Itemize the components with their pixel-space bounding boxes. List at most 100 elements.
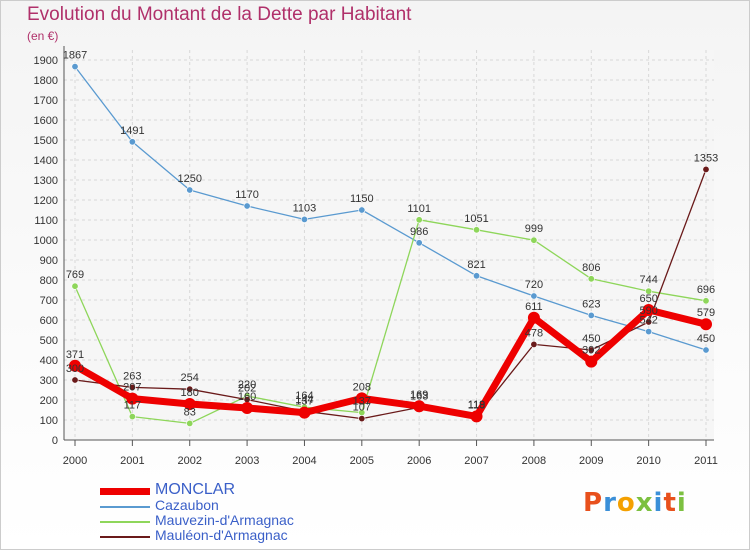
y-tick-label: 1400 bbox=[34, 155, 58, 167]
data-label-mauvezin-d-armagnac: 769 bbox=[66, 269, 84, 281]
data-label-mauleon-d-armagnac: 450 bbox=[582, 333, 600, 345]
data-label-monclar: 118 bbox=[468, 399, 486, 411]
data-label-monclar: 160 bbox=[238, 391, 256, 403]
series-line-monclar bbox=[71, 306, 710, 420]
logo-letter: i bbox=[676, 488, 687, 518]
data-label-cazaubon: 720 bbox=[525, 279, 543, 291]
data-point-mauvezin-d-armagnac bbox=[530, 236, 538, 244]
data-point-monclar bbox=[355, 392, 368, 405]
data-label-mauvezin-d-armagnac: 117 bbox=[124, 400, 142, 412]
legend-label-mauleon: Mauléon-d'Armagnac bbox=[155, 527, 288, 543]
data-point-monclar bbox=[298, 406, 311, 419]
y-tick-label: 700 bbox=[40, 295, 58, 307]
proxiti-logo[interactable]: Proxiti bbox=[583, 488, 687, 518]
series-line-mauleon-d-armagnac bbox=[74, 168, 707, 420]
y-tick-label: 1500 bbox=[34, 135, 58, 147]
data-label-mauleon-d-armagnac: 163 bbox=[410, 390, 428, 402]
data-label-mauvezin-d-armagnac: 744 bbox=[639, 274, 657, 286]
y-tick-label: 200 bbox=[40, 395, 58, 407]
data-point-cazaubon bbox=[587, 311, 595, 319]
legend-item-monclar[interactable]: MONCLAR bbox=[100, 481, 400, 499]
data-point-mauvezin-d-armagnac bbox=[587, 275, 595, 283]
data-point-cazaubon bbox=[473, 272, 481, 280]
grid-layer bbox=[64, 50, 714, 441]
data-label-monclar: 207 bbox=[123, 382, 141, 394]
data-point-cazaubon bbox=[128, 138, 136, 146]
data-point-cazaubon bbox=[358, 206, 366, 214]
data-label-mauvezin-d-armagnac: 164 bbox=[295, 390, 313, 402]
data-label-monclar: 579 bbox=[697, 307, 715, 319]
data-label-mauvezin-d-armagnac: 220 bbox=[238, 379, 256, 391]
legend-swatch-cazaubon bbox=[100, 506, 150, 508]
data-label-mauleon-d-armagnac: 202 bbox=[238, 383, 256, 395]
data-label-mauvezin-d-armagnac: 137 bbox=[353, 396, 371, 408]
legend-label-cazaubon: Cazaubon bbox=[155, 497, 219, 513]
data-point-mauleon-d-armagnac bbox=[645, 318, 653, 326]
data-point-cazaubon bbox=[645, 328, 653, 336]
logo-letter: r bbox=[603, 488, 617, 518]
data-label-cazaubon: 1867 bbox=[63, 50, 87, 62]
data-point-monclar bbox=[183, 398, 196, 410]
data-point-cazaubon bbox=[186, 186, 194, 194]
data-point-cazaubon bbox=[243, 202, 251, 210]
data-label-cazaubon: 1150 bbox=[350, 193, 374, 205]
data-point-mauvezin-d-armagnac bbox=[473, 226, 481, 234]
data-point-cazaubon bbox=[71, 63, 79, 71]
data-point-mauvezin-d-armagnac bbox=[645, 287, 653, 295]
data-point-mauleon-d-armagnac bbox=[358, 415, 366, 423]
logo-letter: P bbox=[583, 488, 604, 518]
logo-letter: t bbox=[663, 488, 677, 518]
x-tick-label: 2011 bbox=[694, 455, 718, 467]
data-point-monclar bbox=[585, 355, 598, 368]
data-label-cazaubon: 821 bbox=[467, 259, 485, 271]
data-point-monclar bbox=[470, 410, 483, 423]
data-label-cazaubon: 623 bbox=[582, 298, 600, 310]
series-layer bbox=[69, 63, 712, 427]
data-point-mauvezin-d-armagnac bbox=[702, 297, 710, 305]
data-label-monclar: 180 bbox=[181, 387, 199, 399]
data-label-cazaubon: 1170 bbox=[235, 189, 259, 201]
data-point-monclar bbox=[69, 359, 81, 372]
data-label-cazaubon: 542 bbox=[639, 315, 657, 327]
data-point-mauvezin-d-armagnac bbox=[128, 413, 136, 421]
data-point-mauleon-d-armagnac bbox=[587, 346, 595, 354]
legend-item-mauvezin[interactable]: Mauvezin-d'Armagnac bbox=[100, 512, 400, 529]
data-label-cazaubon: 1103 bbox=[293, 202, 317, 214]
data-label-monclar: 208 bbox=[353, 381, 371, 393]
data-label-monclar: 371 bbox=[66, 349, 84, 361]
legend-item-mauleon[interactable]: Mauléon-d'Armagnac bbox=[100, 527, 400, 544]
chart-legend: MONCLAR Cazaubon Mauvezin-d'Armagnac Mau… bbox=[100, 481, 400, 544]
chart-title: Evolution du Montant de la Dette par Hab… bbox=[27, 4, 412, 25]
legend-item-cazaubon[interactable]: Cazaubon bbox=[100, 497, 400, 514]
y-tick-label: 900 bbox=[40, 255, 58, 267]
data-label-layer: 371 207 180 160 137 208 169 118 611 392 650 579 1867… bbox=[63, 50, 718, 419]
data-point-mauvezin-d-armagnac bbox=[415, 216, 423, 224]
x-tick-label: 2001 bbox=[120, 455, 144, 467]
data-label-monclar: 137 bbox=[295, 396, 313, 408]
data-label-mauvezin-d-armagnac: 1101 bbox=[407, 203, 431, 215]
data-label-cazaubon: 1250 bbox=[177, 173, 201, 185]
x-tick-label: 2000 bbox=[63, 455, 87, 467]
data-label-monclar: 392 bbox=[582, 345, 600, 357]
data-point-monclar bbox=[527, 311, 540, 324]
data-point-mauleon-d-armagnac bbox=[128, 383, 136, 391]
data-point-monclar bbox=[126, 392, 139, 405]
y-tick-label: 800 bbox=[40, 275, 58, 287]
data-label-mauleon-d-armagnac: 107 bbox=[353, 402, 371, 414]
chart-unit-label: (en €) bbox=[27, 29, 59, 43]
legend-label-mauvezin: Mauvezin-d'Armagnac bbox=[155, 512, 294, 528]
logo-letter: o bbox=[616, 488, 636, 518]
data-point-monclar bbox=[241, 402, 254, 414]
y-tick-label: 1800 bbox=[34, 75, 58, 87]
data-point-monclar bbox=[642, 304, 655, 316]
logo-letter: x bbox=[635, 488, 654, 518]
legend-swatch-mauleon bbox=[100, 536, 150, 538]
y-tick-label: 600 bbox=[40, 315, 58, 327]
data-point-mauleon-d-armagnac bbox=[702, 165, 710, 173]
data-point-cazaubon bbox=[530, 292, 538, 300]
y-tick-label: 0 bbox=[52, 435, 58, 447]
x-tick-label: 2004 bbox=[292, 455, 316, 467]
data-label-mauvezin-d-armagnac: 83 bbox=[184, 406, 196, 418]
data-label-mauleon-d-armagnac: 590 bbox=[639, 305, 657, 317]
